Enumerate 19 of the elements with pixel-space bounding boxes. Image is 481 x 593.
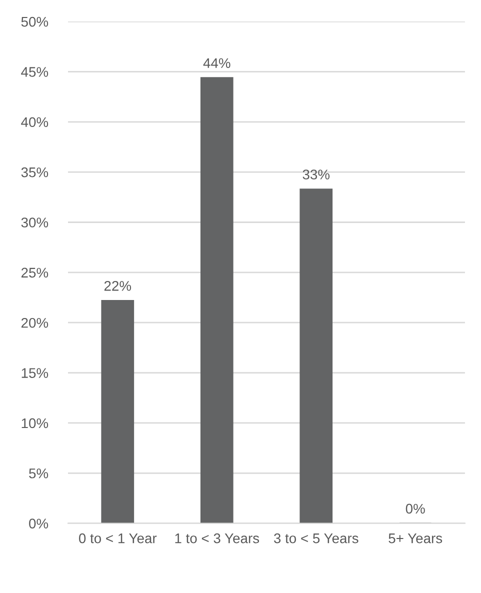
y-tick-label: 20% [21,318,48,328]
y-tick-label: 50% [21,16,48,27]
x-tick-label: 5+ Years [388,534,442,544]
y-tick-label: 30% [21,218,48,228]
data-label: 33% [302,170,330,180]
x-tick-label: 1 to < 3 Years [175,533,260,544]
y-tick-label: 5% [29,468,48,478]
y-tick-label: 10% [22,418,48,428]
y-tick-label: 15% [22,368,48,378]
y-tick-label: 0% [29,518,48,528]
data-label: 22% [104,281,132,291]
x-tick-label: 3 to < 5 Years [274,533,358,544]
y-tick-label: 25% [21,268,48,278]
data-label: 44% [203,58,230,68]
y-tick-label: 40% [21,117,48,128]
x-tick-label: 0 to < 1 Year [78,533,157,544]
y-tick-label: 35% [21,167,48,178]
y-tick-label: 45% [21,67,48,77]
data-label: 0% [406,504,425,514]
